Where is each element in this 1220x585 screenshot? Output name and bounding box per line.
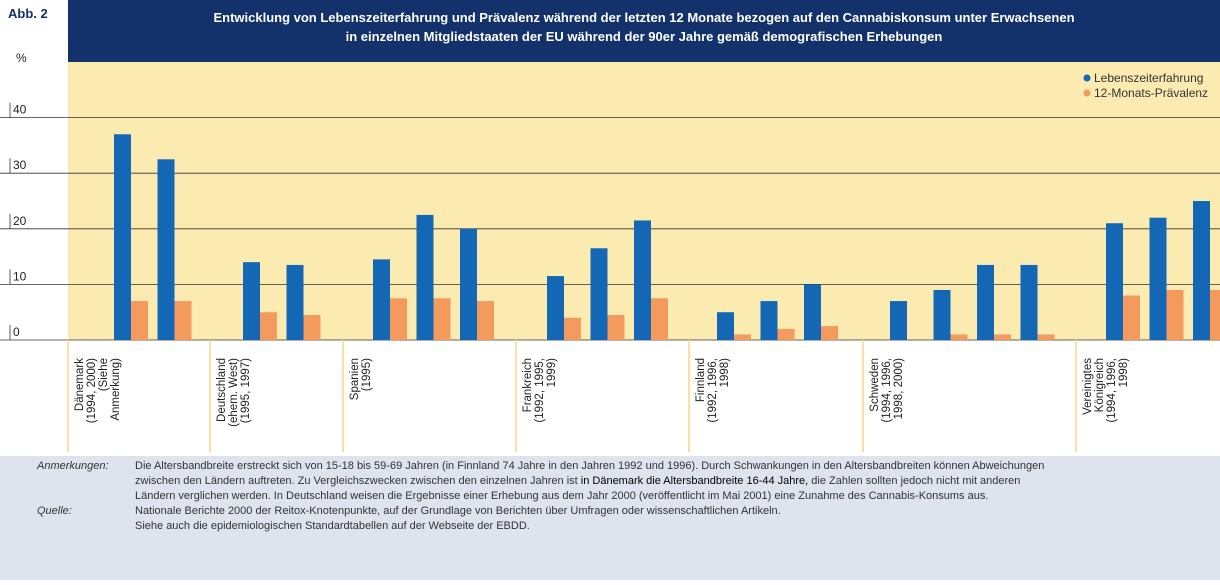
bar: [416, 214, 434, 340]
bar: [950, 334, 968, 340]
category-label: Finnland: [695, 358, 707, 402]
category-label: (1994, 1996,: [881, 358, 893, 423]
bar: [607, 314, 625, 340]
notes-label: Anmerkungen:: [36, 460, 109, 472]
category-label: 1998): [719, 358, 731, 388]
category-label: Dänemark: [74, 358, 86, 411]
notes-text: in Dänemark die Altersbandbreite 16-44 J…: [581, 475, 808, 487]
bar: [260, 312, 277, 340]
y-tick-label: 20: [13, 214, 27, 228]
y-tick-label: 10: [13, 269, 27, 283]
category-label: Vereinigtes: [1082, 358, 1094, 415]
bar: [373, 259, 390, 340]
legend-label: Lebenszeiterfahrung: [1094, 71, 1203, 85]
category-label: (1995, 1997): [240, 358, 252, 423]
bar: [460, 228, 477, 340]
notes-box: [0, 456, 1220, 580]
category-label: (1995): [361, 358, 373, 391]
y-tick-label: 0: [13, 325, 20, 339]
bar: [777, 328, 795, 340]
bar: [433, 298, 451, 340]
bar: [890, 301, 907, 340]
bar: [821, 326, 838, 340]
bar: [1193, 201, 1210, 340]
title-bar: [68, 0, 1220, 62]
bar: [1149, 217, 1167, 340]
source-label: Quelle:: [37, 505, 72, 517]
bar: [1037, 334, 1055, 340]
bar: [634, 220, 651, 340]
notes-line: Die Altersbandbreite erstreckt sich von …: [135, 460, 1044, 472]
chart-title: in einzelnen Mitgliedstaaten der EU währ…: [346, 29, 943, 44]
bar: [590, 248, 608, 340]
bar: [114, 134, 131, 340]
bar: [286, 264, 304, 340]
source-line: Nationale Berichte 2000 der Reitox-Knote…: [135, 505, 781, 517]
bar: [1210, 289, 1220, 340]
bar: [994, 334, 1011, 340]
legend-marker: [1083, 89, 1091, 97]
bar: [977, 264, 994, 340]
category-label: Frankreich: [522, 358, 534, 412]
bar: [1020, 264, 1038, 340]
chart-title: Entwicklung von Lebenszeiterfahrung und …: [213, 10, 1074, 25]
bar: [564, 317, 581, 340]
bar: [477, 301, 494, 340]
category-label: Schweden: [869, 358, 881, 412]
category-label: Königreich: [1094, 358, 1106, 412]
bar: [717, 312, 734, 340]
y-tick-label: 40: [13, 103, 27, 117]
category-label: (1994, 2000): [86, 358, 98, 423]
bar: [933, 289, 951, 340]
category-label: (1992, 1996,: [707, 358, 719, 423]
category-label: (1992, 1995,: [534, 358, 546, 423]
notes-text: zwischen den Ländern auftreten. Zu Vergl…: [135, 475, 581, 487]
category-label: 1999): [546, 358, 558, 388]
bar: [243, 262, 260, 340]
bar: [651, 298, 668, 340]
figure-label: Abb. 2: [8, 6, 48, 21]
category-label: (ehem. West): [228, 358, 240, 427]
y-tick-label: 30: [13, 158, 27, 172]
legend-marker: [1083, 74, 1091, 82]
bar: [760, 301, 778, 340]
bar: [303, 314, 321, 340]
bar: [1123, 295, 1140, 340]
bar: [174, 301, 192, 340]
bar: [131, 301, 148, 340]
category-label: Anmerkung): [110, 358, 122, 421]
y-axis-label: %: [16, 51, 27, 65]
bar: [1166, 289, 1184, 340]
notes-line: Ländern verglichen werden. In Deutschlan…: [135, 490, 988, 502]
bar: [547, 276, 564, 340]
bar: [804, 284, 821, 340]
bar: [734, 334, 751, 340]
category-label: Spanien: [349, 358, 361, 400]
bar: [1106, 223, 1123, 340]
category-label: (1994, 1996,: [1106, 358, 1118, 423]
bar: [390, 298, 407, 340]
category-label: Deutschland: [216, 358, 228, 422]
category-label: 1998, 2000): [893, 358, 905, 420]
notes-line: zwischen den Ländern auftreten. Zu Vergl…: [135, 475, 1020, 487]
category-label: (Siehe: [98, 358, 110, 391]
category-label: 1998): [1118, 358, 1130, 388]
notes-text: die Zahlen sollten jedoch nicht mit ande…: [808, 475, 1020, 487]
notes-text: Ländern verglichen werden. In Deutschlan…: [135, 490, 988, 502]
legend-label: 12-Monats-Prävalenz: [1094, 86, 1208, 100]
notes-text: Die Altersbandbreite erstreckt sich von …: [135, 460, 1044, 472]
bar: [157, 159, 175, 340]
source-line: Siehe auch die epidemiologischen Standar…: [135, 520, 530, 532]
